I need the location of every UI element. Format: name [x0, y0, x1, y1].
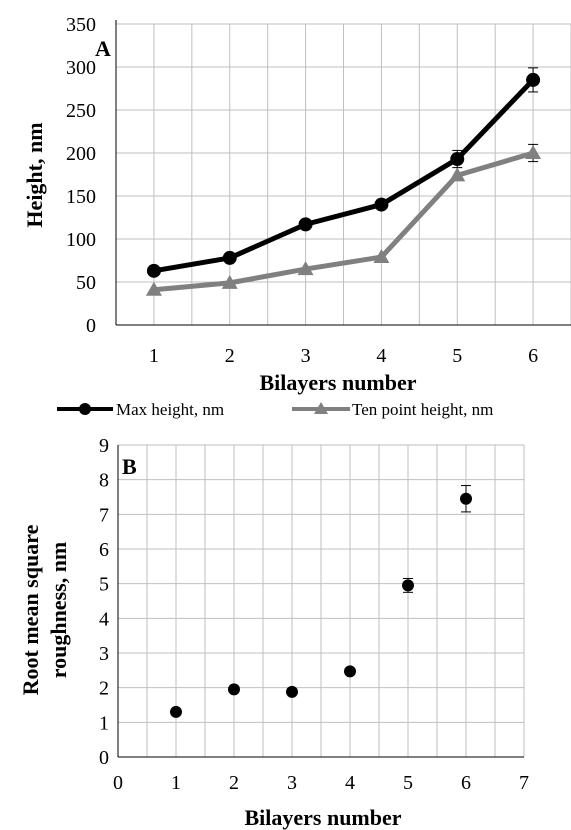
chart-b-x-tick-label: 4	[345, 772, 355, 794]
chart-b-y-tick-label: 0	[99, 747, 109, 769]
chart-a-y-axis-title: Height, nm	[22, 122, 47, 227]
chart-b-data-point	[460, 492, 472, 505]
chart-a-legend: Max height, nm Ten point height, nm	[57, 400, 493, 419]
chart-a-y-tick-label: 50	[76, 272, 96, 294]
chart-a-x-tick-label: 6	[528, 345, 538, 367]
chart-a-data-point	[145, 281, 162, 296]
chart-b: 0 1 2 3 4 5 6 7 8 9 0 1 2 3 4 5 6 7 B Root mean square ro…	[18, 435, 529, 830]
legend-max-height-label: Max height, nm	[116, 400, 224, 419]
chart-a-y-tick-label: 0	[86, 315, 96, 337]
chart-b-data-point	[286, 685, 298, 698]
chart-a-data-point	[449, 167, 466, 182]
chart-a-x-tick-label: 1	[149, 345, 159, 367]
chart-a-y-tick-label: 300	[66, 57, 96, 79]
chart-b-data-point	[344, 665, 356, 678]
chart-a-data-point	[450, 152, 465, 167]
chart-a-y-tick-label: 350	[66, 14, 96, 36]
chart-b-y-tick-label: 3	[99, 643, 109, 665]
chart-a: 0 50 100 150 200 250 300 350 1 2 3 4 5 6 A Height, nm…	[22, 14, 571, 419]
chart-b-x-tick-label: 2	[229, 772, 239, 794]
chart-b-y-tick-label: 9	[99, 435, 109, 457]
chart-a-y-tick-label: 100	[66, 229, 96, 251]
chart-b-x-tick-label: 7	[519, 772, 529, 794]
chart-b-x-tick-label: 1	[171, 772, 181, 794]
chart-b-x-tick-label: 3	[287, 772, 297, 794]
chart-a-x-tick-label: 5	[452, 345, 462, 367]
chart-a-data-point	[221, 274, 238, 289]
chart-b-x-axis-title: Bilayers number	[244, 805, 401, 830]
chart-b-y-tick-label: 8	[99, 470, 109, 492]
chart-b-x-tick-label: 0	[113, 772, 123, 794]
chart-a-data-point	[297, 261, 314, 276]
chart-b-y-tick-label: 4	[99, 608, 109, 630]
chart-a-data-point	[146, 263, 161, 278]
chart-a-x-tick-label: 3	[301, 345, 311, 367]
chart-b-y-tick-label: 2	[99, 678, 109, 700]
chart-a-data-point	[373, 249, 390, 264]
chart-a-data-point	[298, 217, 313, 232]
chart-a-x-axis-title: Bilayers number	[259, 370, 416, 395]
chart-a-data-point	[526, 72, 541, 87]
chart-b-y-tick-label: 7	[99, 504, 109, 526]
chart-b-data-point	[402, 579, 414, 592]
chart-a-y-tick-label: 200	[66, 143, 96, 165]
chart-a-series-line	[153, 78, 535, 274]
chart-a-y-tick-label: 150	[66, 186, 96, 208]
chart-b-data-point	[228, 683, 240, 696]
chart-b-data-point	[170, 705, 182, 718]
chart-a-y-tick-label: 250	[66, 100, 96, 122]
chart-b-x-tick-label: 6	[461, 772, 471, 794]
chart-a-data-point	[525, 145, 542, 159]
chart-a-series-line	[153, 150, 534, 293]
chart-a-data-point	[222, 250, 237, 265]
chart-a-x-tick-label: 4	[376, 345, 386, 367]
chart-a-data-point	[374, 197, 389, 212]
chart-a-panel-label: A	[95, 36, 111, 61]
chart-b-panel-label: B	[122, 454, 137, 479]
chart-b-y-axis-title-line2: roughness, nm	[46, 542, 71, 679]
chart-b-y-axis-title-line1: Root mean square	[18, 524, 43, 695]
chart-a-x-tick-label: 2	[225, 345, 235, 367]
legend-ten-point-height-label: Ten point height, nm	[352, 400, 493, 419]
chart-b-y-tick-label: 1	[99, 712, 109, 734]
chart-b-y-tick-label: 5	[99, 574, 109, 596]
chart-b-x-tick-label: 5	[403, 772, 413, 794]
chart-b-y-tick-label: 6	[99, 539, 109, 561]
legend-max-height-marker	[79, 403, 91, 415]
legend-ten-point-height-marker	[314, 402, 328, 414]
